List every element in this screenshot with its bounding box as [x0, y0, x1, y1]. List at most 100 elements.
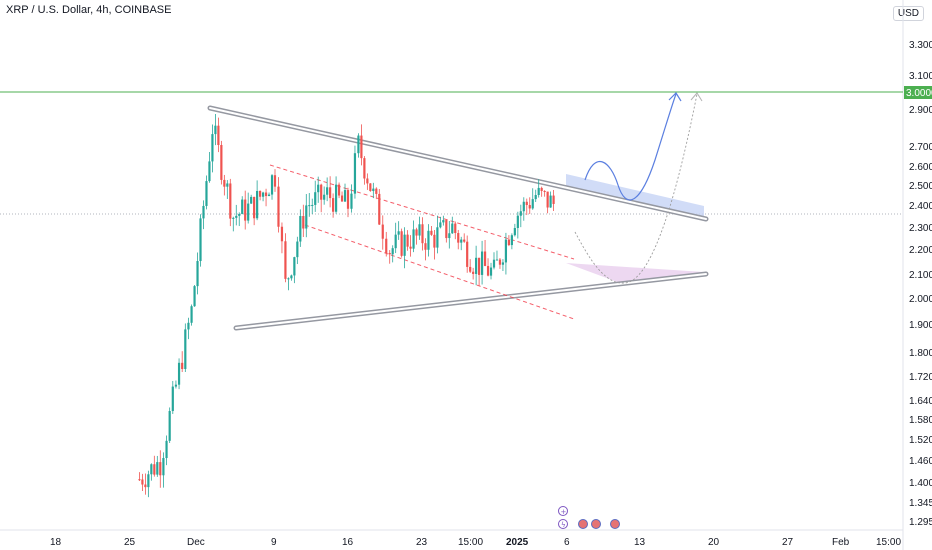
- triangle-lower-line[interactable]: [233, 271, 709, 331]
- price-tick: 1.8000: [909, 348, 932, 359]
- candle-body: [226, 183, 229, 187]
- candle-body: [525, 201, 528, 206]
- candle-body: [211, 134, 214, 162]
- candle-body: [238, 213, 241, 216]
- candle-body: [366, 178, 369, 184]
- candle-body: [311, 204, 314, 206]
- candle-body: [177, 362, 181, 385]
- price-axis[interactable]: 3.3000 3.1000 2.9000 2.7000 2.6000 2.500…: [909, 40, 932, 528]
- candle-body: [214, 125, 217, 135]
- candle-body: [427, 230, 430, 250]
- candle-body: [472, 271, 475, 274]
- candle-body: [229, 183, 232, 219]
- time-tick: 9: [271, 537, 277, 548]
- candle-body: [253, 196, 256, 219]
- candle-body: [516, 215, 519, 229]
- candle-body: [343, 190, 347, 202]
- triangle-upper-line[interactable]: [207, 105, 709, 222]
- candle-body: [150, 464, 153, 475]
- channel-lower-line[interactable]: [304, 224, 575, 320]
- candle-body: [317, 184, 320, 193]
- price-tick: 2.3000: [909, 223, 932, 234]
- candle-body: [552, 195, 555, 204]
- price-tick: 2.9000: [909, 105, 932, 116]
- alternative-projection-arrow[interactable]: [574, 93, 698, 284]
- candle-body: [353, 153, 357, 194]
- time-tick: 15:00: [458, 537, 483, 548]
- candle-body: [196, 261, 199, 287]
- candle-body: [244, 199, 247, 221]
- candle-body: [424, 243, 427, 250]
- candle-body: [199, 218, 202, 262]
- candle-body: [436, 227, 439, 248]
- candle-body: [156, 462, 159, 475]
- candle-body: [256, 190, 259, 219]
- candle-body: [299, 216, 302, 242]
- price-tick: 1.7200: [909, 372, 932, 383]
- support-zone[interactable]: [566, 263, 704, 283]
- candle-body: [418, 224, 421, 236]
- candle-body: [460, 239, 463, 243]
- candle-body: [397, 231, 400, 235]
- current-price-label: 3.0000: [906, 88, 932, 99]
- candle-body: [439, 222, 442, 228]
- price-tick: 1.6400: [909, 396, 932, 407]
- candle-body: [168, 411, 171, 441]
- price-tick: 2.6000: [909, 162, 932, 173]
- current-price-badge: [904, 86, 932, 99]
- candle-body: [165, 440, 168, 459]
- us-flag-icon[interactable]: [578, 519, 588, 529]
- candle-body: [261, 192, 265, 197]
- candle-body: [528, 205, 531, 209]
- alternative-projection-arrowhead: [690, 92, 703, 102]
- bullish-projection-arrowhead: [668, 92, 682, 102]
- candle-body: [320, 184, 323, 200]
- price-tick: 1.4000: [909, 478, 932, 489]
- us-flag-icon[interactable]: [610, 519, 620, 529]
- candle-body: [332, 198, 335, 212]
- candle-body: [486, 265, 490, 276]
- candle-body: [403, 234, 406, 256]
- candle-body: [314, 192, 317, 205]
- price-tick: 2.4000: [909, 201, 932, 212]
- candles: [138, 114, 555, 498]
- candle-body: [241, 199, 244, 214]
- candle-body: [504, 239, 508, 263]
- candle-body: [369, 183, 372, 192]
- candle-body: [193, 286, 196, 307]
- candle-body: [290, 275, 293, 279]
- us-flag-icon[interactable]: [591, 519, 601, 529]
- candle-body: [540, 187, 543, 191]
- candle-body: [277, 186, 280, 227]
- currency-button[interactable]: USD: [892, 6, 924, 21]
- price-tick: 2.0000: [909, 294, 932, 305]
- candle-body: [519, 211, 522, 216]
- candle-body: [466, 241, 469, 267]
- time-tick: 18: [50, 537, 62, 548]
- candle-body: [159, 462, 162, 476]
- candle-body: [378, 193, 381, 225]
- candle-body: [264, 192, 268, 197]
- candle-body: [478, 257, 481, 275]
- event-plus-icon[interactable]: [558, 506, 568, 516]
- candle-body: [457, 233, 460, 243]
- candle-body: [259, 190, 262, 197]
- candle-body: [323, 194, 326, 200]
- candle-body: [235, 215, 238, 218]
- candle-body: [174, 384, 178, 387]
- events-row[interactable]: + ϟ: [558, 506, 620, 530]
- time-axis[interactable]: 18 25 Dec 9 16 23 15:00 2025 6 13 20 27 …: [50, 537, 901, 548]
- candle-body: [267, 194, 271, 197]
- candle-body: [463, 239, 466, 242]
- candle-body: [357, 135, 360, 154]
- candle-body: [501, 262, 505, 265]
- bullish-projection-arrow[interactable]: [584, 93, 677, 201]
- time-tick: 23: [416, 537, 428, 548]
- candle-body: [270, 175, 274, 195]
- candle-body: [531, 199, 534, 209]
- event-lightning-icon[interactable]: [558, 519, 568, 529]
- candle-body: [409, 246, 412, 249]
- chart-title: XRP / U.S. Dollar, 4h, COINBASE: [6, 4, 172, 16]
- price-tick: 2.7000: [909, 142, 932, 153]
